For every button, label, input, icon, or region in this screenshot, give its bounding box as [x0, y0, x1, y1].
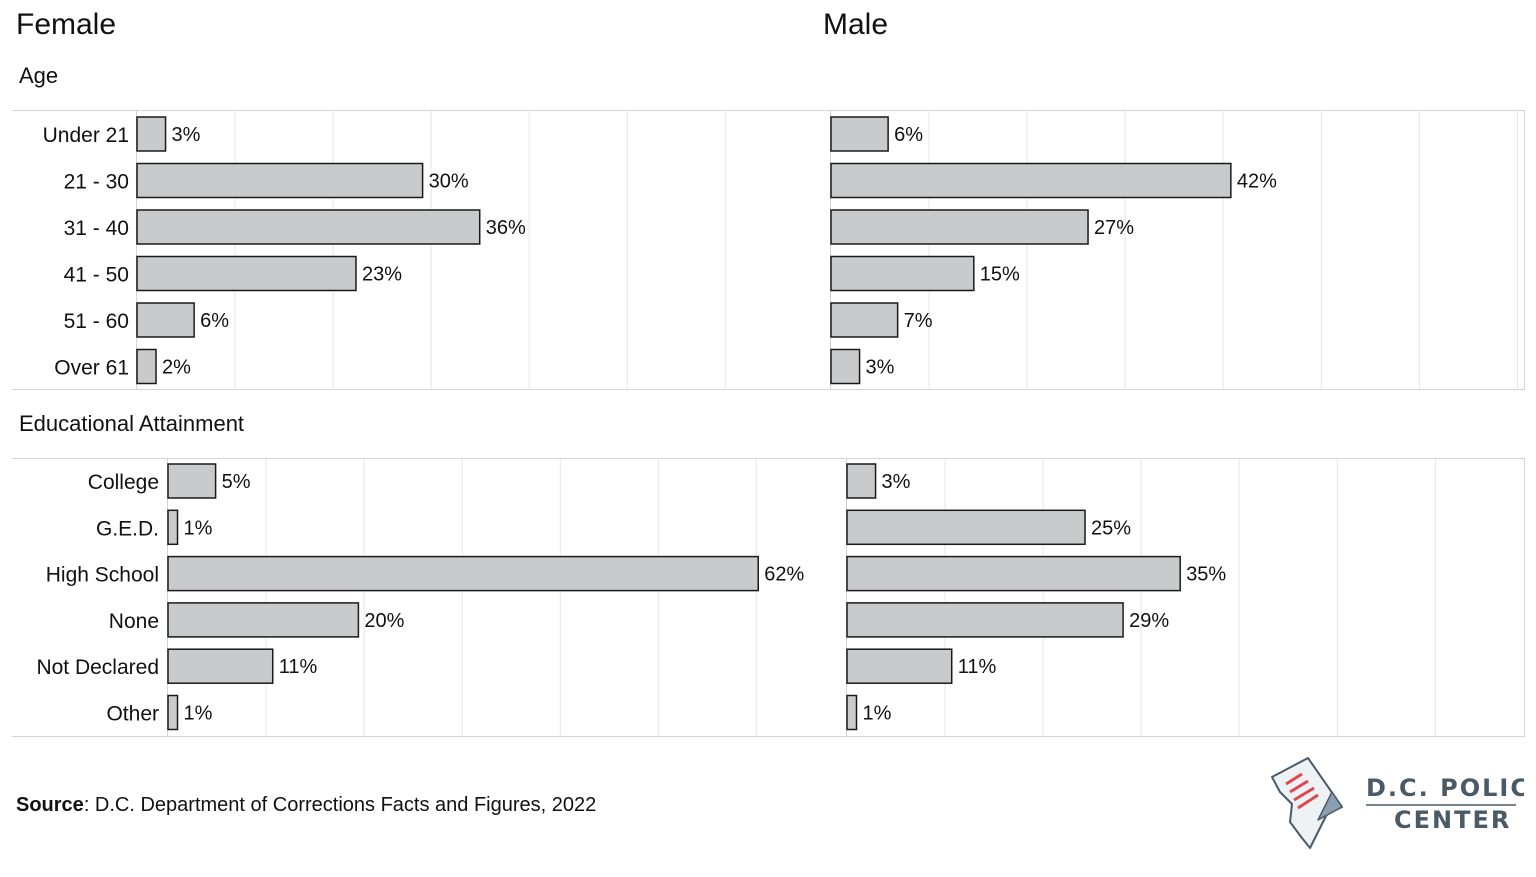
data-label: 1%	[863, 703, 892, 725]
male-column-title: Male	[823, 8, 889, 41]
dc-map-document-icon	[1271, 757, 1343, 849]
data-label: 3%	[866, 357, 895, 379]
age-female-panel: 3% Under 21 30% 21 - 30 36% 31 - 40 23% 41 - 50…	[43, 111, 726, 389]
data-label: 3%	[882, 471, 911, 493]
category-label: 21 - 30	[64, 171, 129, 194]
bar	[167, 463, 217, 499]
data-label: 2%	[162, 357, 191, 379]
bar	[136, 302, 195, 338]
education-female-panel: 5% College 1% G.E.D. 62% High School 20% None 11…	[36, 459, 804, 736]
data-label: 27%	[1094, 217, 1134, 239]
bar	[830, 209, 1089, 245]
education-section-title: Educational Attainment	[19, 411, 245, 436]
data-label: 11%	[279, 656, 318, 678]
bar	[830, 162, 1232, 199]
bar	[167, 555, 759, 592]
data-label: 35%	[1186, 564, 1226, 586]
category-label: Under 21	[43, 124, 129, 147]
age-male-panel: 6% 42% 27% 15% 7% 3%	[830, 111, 1518, 389]
data-label: 29%	[1129, 610, 1169, 632]
logo-line-1: D.C. POLICY	[1366, 774, 1524, 802]
category-label: 51 - 60	[64, 310, 129, 333]
category-label: College	[88, 471, 159, 494]
source-label: Source	[16, 794, 84, 816]
category-label: G.E.D.	[96, 517, 159, 540]
logo-line-2: CENTER	[1394, 806, 1511, 834]
bar	[830, 348, 861, 385]
bar	[167, 509, 179, 546]
data-label: 1%	[184, 517, 213, 539]
category-label: Over 61	[54, 357, 129, 380]
data-label: 62%	[764, 564, 804, 586]
data-label: 6%	[200, 310, 229, 332]
bar	[846, 555, 1181, 592]
bar	[830, 302, 899, 338]
bar	[830, 255, 975, 292]
category-label: 31 - 40	[64, 217, 129, 240]
bar	[136, 348, 157, 385]
bar	[830, 116, 889, 152]
bar	[846, 509, 1086, 546]
bar	[846, 648, 953, 684]
data-label: 42%	[1237, 171, 1277, 193]
source-text: : D.C. Department of Corrections Facts a…	[83, 794, 597, 816]
category-label: None	[109, 610, 159, 633]
data-label: 36%	[486, 217, 526, 239]
bar	[136, 116, 167, 152]
data-label: 25%	[1091, 517, 1131, 539]
bar	[846, 602, 1124, 638]
bar	[136, 162, 424, 199]
data-label: 30%	[429, 171, 469, 193]
age-section-title: Age	[19, 63, 59, 88]
bar	[846, 463, 877, 499]
data-label: 3%	[172, 124, 201, 146]
dc-policy-center-logo: D.C. POLICY CENTER	[1271, 757, 1524, 849]
female-column-title: Female	[16, 8, 117, 41]
education-male-panel: 3% 25% 35% 29% 11% 1%	[846, 459, 1436, 736]
bar	[136, 209, 481, 245]
data-label: 1%	[184, 703, 213, 725]
category-label: High School	[46, 564, 159, 587]
category-label: 41 - 50	[64, 264, 129, 287]
data-label: 23%	[362, 264, 402, 286]
data-label: 7%	[904, 310, 933, 332]
category-label: Other	[106, 703, 159, 726]
bar	[167, 648, 274, 684]
bar	[846, 694, 858, 731]
bar	[136, 255, 357, 292]
bar	[167, 602, 360, 638]
category-label: Not Declared	[36, 656, 159, 679]
data-label: 15%	[980, 264, 1020, 286]
bar	[167, 694, 179, 731]
data-label: 20%	[364, 610, 404, 632]
data-label: 6%	[894, 124, 923, 146]
source-note: Source: D.C. Department of Corrections F…	[16, 795, 596, 815]
data-label: 11%	[958, 656, 997, 678]
data-label: 5%	[222, 471, 251, 493]
